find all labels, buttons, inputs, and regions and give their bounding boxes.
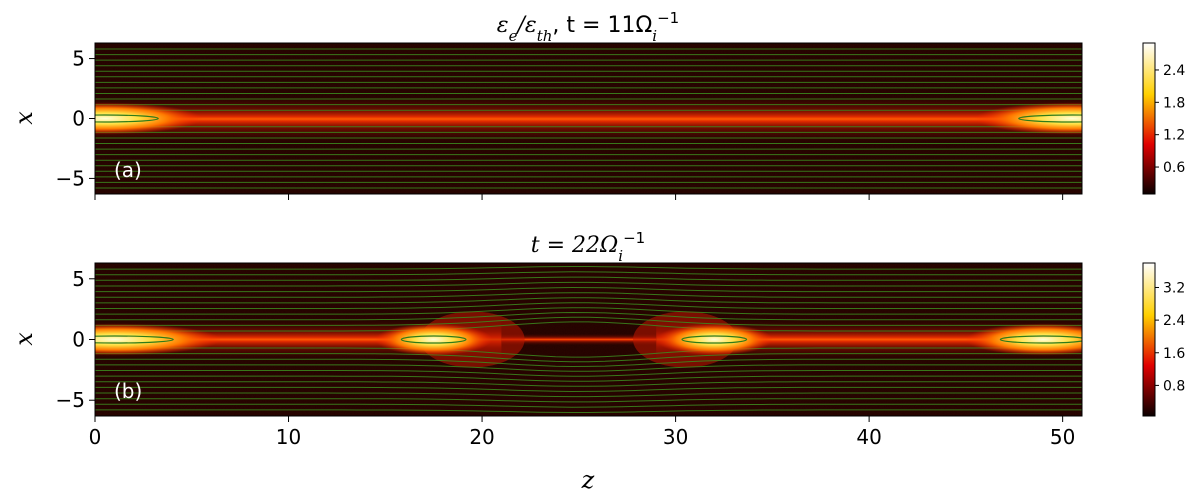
- panel-b-ytick-label: 5: [72, 267, 85, 291]
- panel-a-colorbar-tick-label: 2.4: [1163, 63, 1185, 79]
- panel-b-field-line: [95, 276, 1082, 281]
- panel-a-title-part3: th: [537, 27, 553, 45]
- panel-a-hot-spots: [95, 102, 1082, 135]
- panel-a-hot-spot-contour: [95, 114, 159, 123]
- panel-a-field-lines: [95, 48, 1082, 189]
- panel-b-heatmap: [95, 263, 1082, 416]
- panel-b-field-line: [95, 353, 1082, 363]
- panel-b-xtick-label: 30: [663, 425, 688, 449]
- panel-b-field-line: [95, 266, 1082, 270]
- panel-a-title-part5: i: [652, 27, 657, 45]
- panel-b-ytick-label: 0: [72, 328, 85, 352]
- panel-b-field-line: [95, 302, 1082, 309]
- panel-b-field-line: [95, 271, 1082, 276]
- panel-b-hot-spot-contour: [999, 335, 1082, 344]
- panel-b-title-part1: i: [618, 247, 623, 265]
- panel-a-current-sheet: [95, 96, 1082, 142]
- panel-b-hot-spot-contour: [95, 335, 174, 344]
- panel-b-field-line: [95, 403, 1082, 408]
- panel-b-field-line: [95, 311, 1082, 321]
- panel-a-hot-spot: [95, 102, 203, 135]
- panel-b-field-line: [95, 386, 1082, 393]
- panel-a-title-part6: −1: [657, 9, 679, 27]
- panel-b-field-line: [95, 281, 1082, 287]
- panel-a-colorbar-tick-label: 0.6: [1163, 160, 1185, 176]
- panel-b-colorbar-gradient: [1142, 262, 1156, 417]
- panel-b-hot-spot: [965, 323, 1082, 356]
- panel-a-heatmap: [95, 43, 1082, 194]
- panel-b-hot-spot: [655, 323, 773, 356]
- panel-b-hot-spot-contour: [681, 335, 748, 344]
- panel-a-colorbar: 0.6 1.2 1.8 2.4: [1142, 42, 1185, 195]
- panel-b-field-line: [95, 321, 1082, 332]
- panel-a-ytick-label: −5: [56, 166, 85, 190]
- panel-b-hot-spots: [95, 323, 1082, 356]
- panel-b-xtick-label: 50: [1050, 425, 1075, 449]
- panel-b-field-line: [95, 292, 1082, 298]
- panel-a-title-part0: ε: [497, 13, 509, 38]
- panel-b-field-line: [95, 347, 1082, 358]
- panel-b-field-line: [95, 375, 1082, 382]
- panel-a-title-part1: e: [509, 27, 518, 45]
- panel-b-field-line: [95, 316, 1082, 326]
- panel-b-field-line: [95, 307, 1082, 315]
- panel-b-colorbar-tick-label: 2.4: [1163, 313, 1185, 329]
- panel-b-colorbar-tick-label: 3.2: [1163, 280, 1185, 296]
- panel-a-axes: 5 0 −5: [56, 47, 1064, 200]
- panel-b-label: (b): [114, 379, 142, 403]
- panel-b-field-line: [95, 370, 1082, 377]
- panel-b-field-line: [95, 286, 1082, 293]
- panel-b-field-line: [95, 381, 1082, 387]
- panel-b-title-part0: t = 22Ω: [531, 233, 619, 258]
- panel-b-ytick-label: −5: [56, 388, 85, 412]
- panel-a-title: εe/εth, t = 11Ωi−1: [497, 9, 679, 45]
- panel-b-xtick-label: 0: [89, 425, 102, 449]
- panel-a-title-part4: , t = 11Ω: [552, 13, 652, 38]
- panel-a-colorbar-tick-label: 1.2: [1163, 128, 1185, 144]
- panel-b-hot-spot: [95, 323, 222, 356]
- panel-b-title-part2: −1: [623, 229, 645, 247]
- panel-b-xlabel: z: [581, 466, 595, 494]
- panel-a-ytick-label: 5: [72, 47, 85, 71]
- panel-b-title: t = 22Ωi−1: [531, 229, 645, 265]
- panel-b-hot-spot-contour: [400, 335, 467, 344]
- panel-a-hot-spot: [974, 102, 1082, 135]
- panel-b-colorbar-tick-label: 1.6: [1163, 346, 1185, 362]
- panel-a-title-part2: /ε: [516, 13, 537, 38]
- panel-a-colorbar-ticks: 0.6 1.2 1.8 2.4: [1155, 63, 1185, 176]
- panel-b-colorbar: 0.8 1.6 2.4 3.2: [1142, 262, 1185, 417]
- panel-a-colorbar-gradient: [1142, 42, 1156, 195]
- panel-b-field-line: [95, 297, 1082, 304]
- panel-a-colorbar-tick-label: 1.8: [1163, 95, 1185, 111]
- panel-a-ytick-label: 0: [72, 107, 85, 131]
- panel-b-xtick-label: 10: [276, 425, 301, 449]
- panel-b-field-line: [95, 358, 1082, 368]
- panel-b-field-line: [95, 398, 1082, 403]
- panel-b-colorbar-tick-label: 0.8: [1163, 378, 1185, 394]
- panel-a-label: (a): [114, 158, 142, 182]
- panel-b-field-line: [95, 364, 1082, 372]
- panel-b-field-line: [95, 409, 1082, 413]
- panel-b-field-lines: [95, 266, 1082, 413]
- panel-b-ylabel: x: [10, 332, 38, 346]
- panel-b-colorbar-ticks: 0.8 1.6 2.4 3.2: [1155, 280, 1185, 394]
- panel-b-field-line: [95, 392, 1082, 398]
- panel-a: εe/εth, t = 11Ωi−1 (a) 5 0 −5 x 0.6 1.2 1.8 2…: [10, 9, 1185, 200]
- panel-b-sheet-segment: [501, 333, 657, 346]
- panel-b-xtick-label: 20: [469, 425, 494, 449]
- panel-b-hot-spot: [374, 323, 493, 356]
- panel-a-hot-spot-contour: [1018, 114, 1082, 123]
- panel-a-ylabel: x: [10, 111, 38, 125]
- panel-b-xtick-label: 40: [856, 425, 881, 449]
